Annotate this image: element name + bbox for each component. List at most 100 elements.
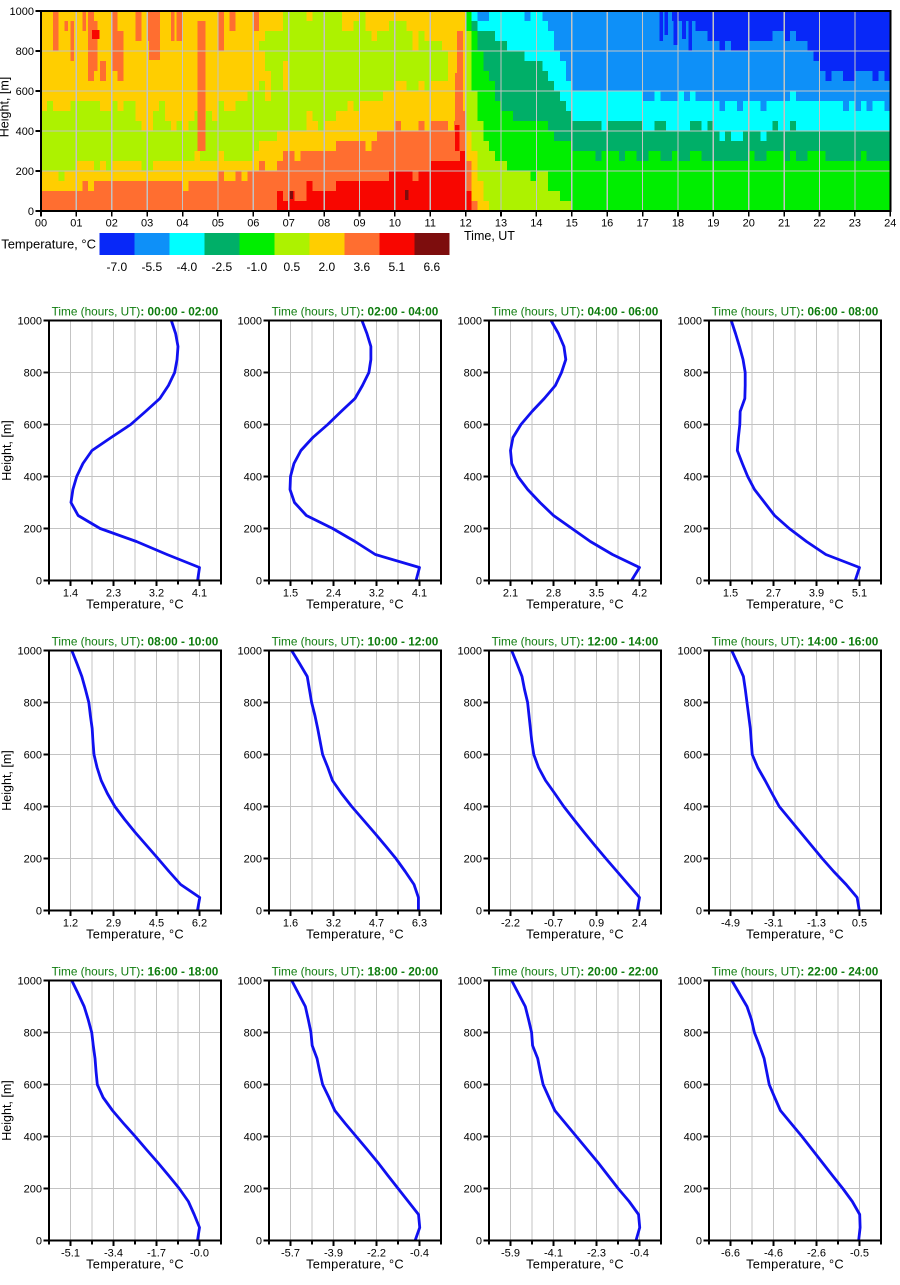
svg-text:0: 0: [36, 1236, 42, 1248]
svg-text:2.8: 2.8: [546, 588, 561, 600]
svg-text:Height, [m]: Height, [m]: [0, 750, 14, 810]
svg-text:600: 600: [244, 420, 262, 432]
svg-text:600: 600: [684, 1080, 702, 1092]
svg-text:200: 200: [684, 854, 702, 866]
svg-text:-5.7: -5.7: [281, 1248, 300, 1260]
svg-text:3.6: 3.6: [353, 260, 370, 274]
svg-text:5.1: 5.1: [852, 588, 867, 600]
svg-text:1000: 1000: [238, 646, 262, 658]
svg-text:200: 200: [684, 1184, 702, 1196]
svg-text:600: 600: [24, 420, 42, 432]
svg-text:2.9: 2.9: [106, 918, 121, 930]
svg-text:-4.6: -4.6: [764, 1248, 783, 1260]
svg-text:600: 600: [684, 750, 702, 762]
svg-text:400: 400: [464, 1132, 482, 1144]
svg-text:4.7: 4.7: [369, 918, 384, 930]
svg-text:2.0: 2.0: [318, 260, 335, 274]
svg-text:-4.1: -4.1: [544, 1248, 563, 1260]
svg-text:-5.9: -5.9: [501, 1248, 520, 1260]
svg-text:400: 400: [464, 472, 482, 484]
svg-text:1000: 1000: [458, 646, 482, 658]
svg-text:200: 200: [24, 1184, 42, 1196]
svg-text:-0.4: -0.4: [410, 1248, 429, 1260]
svg-text:200: 200: [244, 854, 262, 866]
svg-text:Temperature, °C: Temperature, °C: [746, 597, 844, 612]
svg-text:800: 800: [244, 1028, 262, 1040]
svg-text:1000: 1000: [678, 976, 702, 988]
svg-text:800: 800: [464, 698, 482, 710]
svg-text:600: 600: [464, 750, 482, 762]
svg-text:Temperature, °C: Temperature, °C: [526, 927, 624, 942]
svg-text:800: 800: [244, 698, 262, 710]
svg-text:800: 800: [24, 368, 42, 380]
svg-text:01: 01: [70, 218, 82, 230]
svg-text:200: 200: [464, 524, 482, 536]
svg-text:400: 400: [464, 802, 482, 814]
svg-text:0: 0: [696, 576, 702, 588]
svg-text:4.5: 4.5: [149, 918, 164, 930]
svg-text:1000: 1000: [238, 316, 262, 328]
svg-text:Time (hours, UT): 06:00 - 08:0: Time (hours, UT): 06:00 - 08:00: [712, 305, 879, 319]
svg-text:2.4: 2.4: [632, 918, 647, 930]
svg-text:200: 200: [24, 854, 42, 866]
svg-text:4.1: 4.1: [412, 588, 427, 600]
svg-text:Time (hours, UT): 14:00 - 16:0: Time (hours, UT): 14:00 - 16:00: [712, 635, 879, 649]
svg-text:Height, [m]: Height, [m]: [0, 77, 12, 137]
svg-text:400: 400: [24, 472, 42, 484]
svg-text:24: 24: [884, 218, 896, 230]
svg-text:400: 400: [24, 1132, 42, 1144]
svg-text:Time (hours, UT): 02:00 - 04:0: Time (hours, UT): 02:00 - 04:00: [272, 305, 439, 319]
svg-text:22: 22: [813, 218, 825, 230]
svg-text:Temperature, °C: Temperature, °C: [306, 927, 404, 942]
svg-text:14: 14: [530, 218, 542, 230]
svg-text:1000: 1000: [458, 316, 482, 328]
svg-text:3.5: 3.5: [589, 588, 604, 600]
svg-text:0: 0: [696, 906, 702, 918]
svg-text:400: 400: [684, 1132, 702, 1144]
svg-text:Height, [m]: Height, [m]: [0, 1080, 14, 1140]
svg-text:-0.4: -0.4: [630, 1248, 649, 1260]
svg-text:08: 08: [318, 218, 330, 230]
svg-text:2.3: 2.3: [106, 588, 121, 600]
svg-text:-5.5: -5.5: [141, 260, 162, 274]
svg-text:Temperature, °C: Temperature, °C: [306, 1257, 404, 1272]
svg-text:200: 200: [464, 854, 482, 866]
svg-text:Time (hours, UT): 20:00 - 22:0: Time (hours, UT): 20:00 - 22:00: [492, 965, 659, 979]
svg-text:-2.2: -2.2: [367, 1248, 386, 1260]
svg-text:02: 02: [106, 218, 118, 230]
svg-text:0: 0: [36, 576, 42, 588]
svg-text:0: 0: [476, 906, 482, 918]
svg-text:-2.2: -2.2: [501, 918, 520, 930]
svg-text:0: 0: [256, 1236, 262, 1248]
svg-text:04: 04: [176, 218, 188, 230]
svg-text:1000: 1000: [18, 646, 42, 658]
svg-text:-4.0: -4.0: [176, 260, 197, 274]
svg-text:Time (hours, UT): 12:00 - 14:0: Time (hours, UT): 12:00 - 14:00: [492, 635, 659, 649]
svg-text:0: 0: [28, 206, 34, 218]
svg-text:1000: 1000: [10, 6, 34, 18]
svg-text:Temperature, °C: Temperature, °C: [86, 927, 184, 942]
svg-text:1.2: 1.2: [63, 918, 78, 930]
svg-text:800: 800: [24, 698, 42, 710]
svg-text:-2.5: -2.5: [211, 260, 232, 274]
svg-text:-1.3: -1.3: [807, 918, 826, 930]
svg-text:-7.0: -7.0: [106, 260, 127, 274]
svg-text:Temperature, °C: Temperature, °C: [306, 597, 404, 612]
svg-text:800: 800: [684, 368, 702, 380]
svg-text:800: 800: [684, 698, 702, 710]
svg-text:-5.1: -5.1: [61, 1248, 80, 1260]
svg-text:600: 600: [244, 1080, 262, 1092]
svg-text:0: 0: [256, 906, 262, 918]
svg-text:0: 0: [696, 1236, 702, 1248]
svg-text:Time (hours, UT): 22:00 - 24:0: Time (hours, UT): 22:00 - 24:00: [712, 965, 879, 979]
svg-text:400: 400: [684, 802, 702, 814]
svg-text:0.5: 0.5: [283, 260, 300, 274]
svg-text:13: 13: [495, 218, 507, 230]
svg-text:200: 200: [244, 1184, 262, 1196]
svg-text:Time (hours, UT): 04:00 - 06:0: Time (hours, UT): 04:00 - 06:00: [492, 305, 659, 319]
svg-text:6.3: 6.3: [412, 918, 427, 930]
svg-text:Time (hours, UT): 00:00 - 02:0: Time (hours, UT): 00:00 - 02:00: [52, 305, 219, 319]
svg-text:Temperature, °C: Temperature, °C: [746, 927, 844, 942]
svg-text:20: 20: [743, 218, 755, 230]
svg-text:1.5: 1.5: [723, 588, 738, 600]
